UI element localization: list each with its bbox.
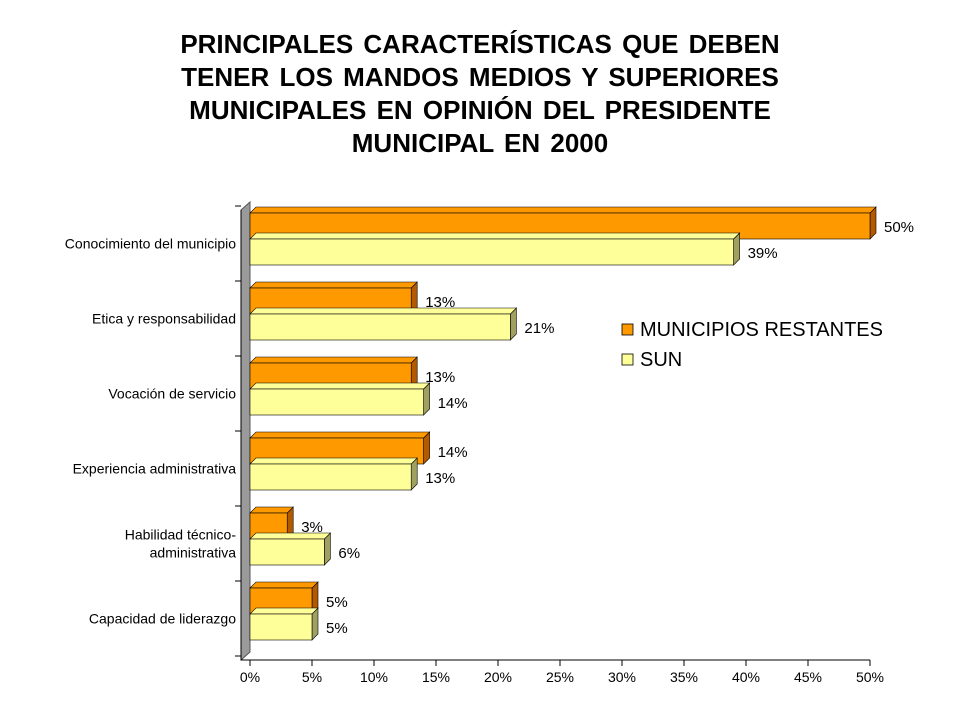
legend-swatch [621,353,634,366]
data-label: 5% [326,594,348,611]
axis-wall [240,200,251,662]
x-tick-label: 25% [546,669,574,685]
title-line: MUNICIPALES EN OPINIÓN DEL PRESIDENTE [189,95,771,125]
data-label: 14% [438,444,468,461]
legend-label: MUNICIPIOS RESTANTES [640,319,883,341]
category-label: Experiencia administrativa [73,461,237,477]
title-line: MUNICIPAL EN 2000 [351,128,609,158]
data-label: 14% [438,395,468,412]
x-tick-label: 20% [484,669,512,685]
data-label: 13% [425,294,455,311]
title-line: PRINCIPALES CARACTERÍSTICAS QUE DEBEN [180,29,780,59]
category-label: administrativa [150,545,237,561]
category-label: Vocación de servicio [108,386,236,402]
x-tick-label: 5% [302,669,322,685]
x-tick-label: 40% [732,669,760,685]
bar [249,613,313,641]
x-tick-label: 35% [670,669,698,685]
x-tick-label: 15% [422,669,450,685]
bar [249,313,511,341]
bar-top [249,506,294,514]
x-tick-label: 30% [608,669,636,685]
data-label: 13% [425,470,455,487]
x-tick-label: 50% [856,669,884,685]
data-label: 21% [524,320,554,337]
title-line: TENER LOS MANDOS MEDIOS Y SUPERIORES [181,62,779,92]
legend-swatch [621,323,634,336]
bar [249,238,734,266]
category-label: Habilidad técnico- [125,527,237,543]
bar-top [249,307,518,315]
category-label: Etica y responsabilidad [92,311,236,327]
data-label: 5% [326,620,348,637]
bar-top [249,532,332,540]
data-label: 39% [748,245,778,262]
bar-top [249,457,418,465]
bar-top [249,581,319,589]
x-tick-label: 0% [240,669,260,685]
data-label: 3% [301,519,323,536]
bar-top [249,281,418,289]
bar-top [249,206,877,214]
legend-label: SUN [640,349,682,371]
bar-top [249,232,741,240]
category-label: Conocimiento del municipio [65,236,236,252]
x-tick-label: 45% [794,669,822,685]
category-label: Capacidad de liderazgo [89,611,236,627]
bar [249,388,424,416]
data-label: 6% [338,545,360,562]
bar-top [249,607,319,615]
data-label: 13% [425,369,455,386]
bar [249,538,325,566]
bar-top [249,431,431,439]
x-tick-label: 10% [360,669,388,685]
bar-top [249,356,418,364]
chart-title: PRINCIPALES CARACTERÍSTICAS QUE DEBEN TE… [60,28,900,160]
bar [249,463,412,491]
bar-top [249,382,431,390]
data-label: 50% [884,219,914,236]
